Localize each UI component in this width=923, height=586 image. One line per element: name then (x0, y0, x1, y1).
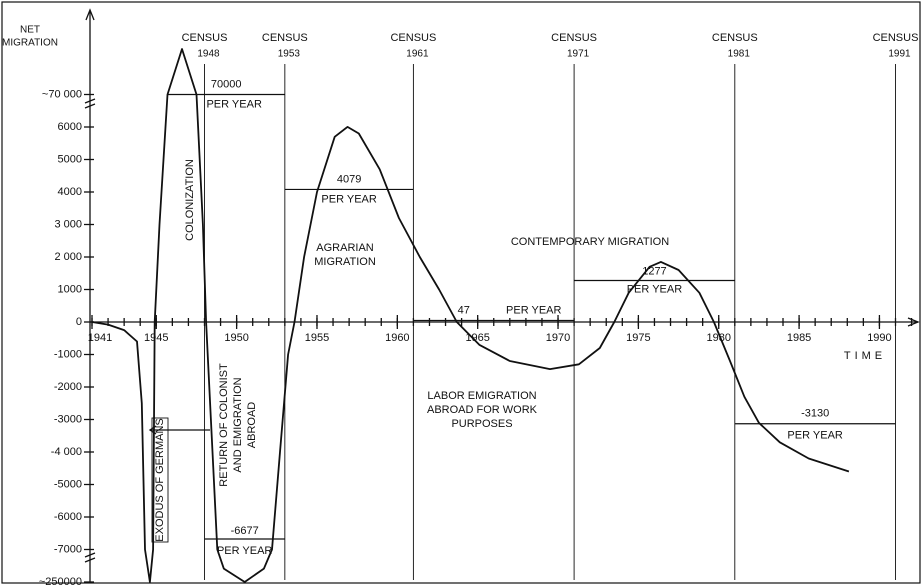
y-tick-label: ~250000 (39, 576, 82, 586)
y-tick-label: -3000 (54, 413, 82, 425)
y-tick-label: -5000 (54, 478, 82, 490)
y-tick-label: -6000 (54, 511, 82, 523)
average-value: -3130 (801, 408, 829, 420)
annotation-text: AGRARIAN (316, 242, 374, 254)
x-tick-label: 1941 (88, 332, 112, 344)
census-year: 1961 (406, 49, 429, 60)
migration-line (91, 48, 850, 583)
annotation-text: COLONIZATION (184, 159, 196, 241)
annotation-text: CONTEMPORARY MIGRATION (511, 236, 669, 248)
y-tick-label: 0 (76, 316, 82, 328)
annotation: AGRARIAN MIGRATION (314, 242, 376, 268)
y-axis-arrow (85, 8, 95, 21)
x-tick-label: 1990 (867, 332, 891, 344)
annotation-text: ABROAD FOR WORK (427, 404, 538, 416)
census-label: CENSUS (182, 32, 228, 44)
y-axis-label: MIGRATION (2, 38, 58, 49)
census-year: 1948 (197, 49, 220, 60)
y-tick-label: ~70 000 (42, 88, 82, 100)
annotation-text: RETURN OF COLONIST (218, 363, 230, 487)
x-tick-label: 1965 (465, 332, 489, 344)
x-tick-label: 1985 (787, 332, 811, 344)
average-text: PER YEAR (506, 304, 561, 316)
census-label: CENSUS (551, 32, 597, 44)
average-value: 47 (458, 304, 470, 316)
axis-break (84, 98, 96, 563)
y-tick-label: -1000 (54, 348, 82, 360)
x-tick-label: 1960 (385, 332, 409, 344)
annotation: RETURN OF COLONIST AND EMIGRATION ABROAD (218, 363, 258, 487)
y-tick-label: 4000 (58, 186, 82, 198)
y-tick-label: 5000 (58, 153, 82, 165)
annotation-text: PURPOSES (451, 418, 512, 430)
y-tick-label: 2 000 (54, 251, 82, 263)
annotation: EXODUS OF GERMANS (151, 417, 169, 543)
x-tick-label: 1970 (546, 332, 570, 344)
x-tick-label: 1950 (224, 332, 248, 344)
annotation-text: AND EMIGRATION (232, 377, 244, 472)
average-text: PER YEAR (787, 430, 842, 442)
y-tick-label: 1000 (58, 283, 82, 295)
census-label: CENSUS (390, 32, 436, 44)
annotation-text: ABROAD (246, 402, 258, 449)
average-value: 70000 (211, 78, 242, 90)
census-year: 1981 (728, 49, 751, 60)
census-label: CENSUS (873, 32, 919, 44)
y-axis-label: NET (20, 25, 40, 36)
annotation-text: MIGRATION (314, 256, 376, 268)
x-tick-label: 1945 (144, 332, 168, 344)
census-year: 1971 (567, 49, 590, 60)
y-tick-label: -7000 (54, 543, 82, 555)
average-text: PER YEAR (206, 98, 261, 110)
census-year: 1953 (278, 49, 301, 60)
annotation-text: EXODUS OF GERMANS (154, 418, 166, 541)
census-label: CENSUS (262, 32, 308, 44)
average-value: -6677 (231, 525, 259, 537)
average-text: PER YEAR (321, 193, 376, 205)
annotation-box (151, 417, 169, 543)
annotation: COLONIZATION (184, 159, 196, 241)
x-tick-label: 1975 (626, 332, 650, 344)
x-tick-label: 1980 (706, 332, 730, 344)
census-year: 1991 (888, 49, 911, 60)
x-axis-label: TIME (844, 350, 886, 362)
x-tick-label: 1955 (305, 332, 329, 344)
average-text: PER YEAR (217, 545, 272, 557)
annotation: LABOR EMIGRATION ABROAD FOR WORK PURPOSES (427, 390, 538, 430)
y-tick-label: -4 000 (51, 446, 82, 458)
census-label: CENSUS (712, 32, 758, 44)
y-tick-label: -2000 (54, 381, 82, 393)
y-tick-label: 6000 (58, 121, 82, 133)
annotation-text: LABOR EMIGRATION (427, 390, 536, 402)
average-text: PER YEAR (627, 283, 682, 295)
annotation: CONTEMPORARY MIGRATION (511, 236, 669, 248)
average-value: 4079 (337, 173, 361, 185)
y-tick-label: 3 000 (54, 218, 82, 230)
